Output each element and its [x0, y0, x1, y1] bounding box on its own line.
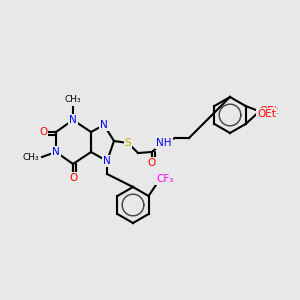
- Text: NH: NH: [156, 138, 172, 148]
- Text: CF₃: CF₃: [156, 174, 173, 184]
- Text: N: N: [103, 156, 111, 166]
- Text: O: O: [148, 158, 156, 168]
- Text: CH₃: CH₃: [65, 95, 81, 104]
- Text: OEt: OEt: [257, 109, 276, 119]
- Text: N: N: [100, 120, 108, 130]
- Text: N: N: [52, 147, 60, 157]
- Text: O: O: [39, 127, 47, 137]
- Text: S: S: [125, 138, 131, 148]
- Text: CH₃: CH₃: [22, 152, 39, 161]
- Text: O: O: [69, 173, 77, 183]
- Text: OEt: OEt: [259, 106, 278, 116]
- Text: N: N: [69, 115, 77, 125]
